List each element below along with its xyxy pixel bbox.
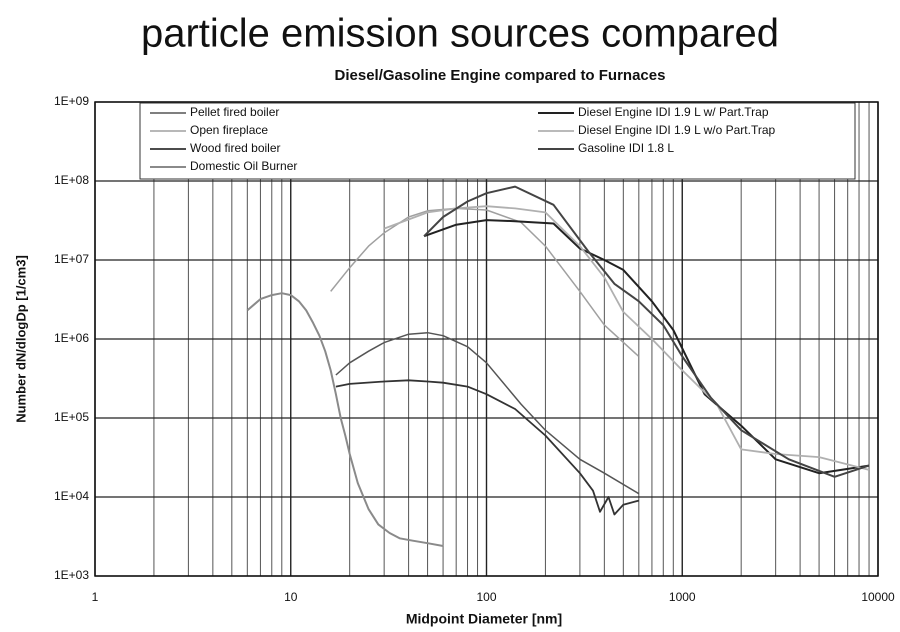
y-tick-label: 1E+06 [54,331,89,345]
chart-subtitle: Diesel/Gasoline Engine compared to Furna… [335,67,666,84]
chart-title: particle emission sources compared [141,12,779,56]
series-line [335,379,640,516]
legend-box [139,102,856,180]
plot-frame [94,101,879,577]
series-line [335,331,640,495]
legend-label: Gasoline IDI 1.8 L [578,141,674,155]
x-tick-label: 1000 [669,590,696,604]
y-tick-label: 1E+09 [54,94,89,108]
x-tick-label: 100 [476,590,496,604]
series-line [330,207,640,358]
legend-label: Pellet fired boiler [190,105,279,119]
series-line [383,205,870,471]
x-axis-label: Midpoint Diameter [nm] [406,611,562,627]
x-tick-label: 10 [284,590,298,604]
legend-label: Diesel Engine IDI 1.9 L w/o Part.Trap [578,123,776,137]
y-tick-label: 1E+08 [54,173,89,187]
legend-label: Wood fired boiler [190,141,281,155]
legend-label: Domestic Oil Burner [190,159,297,173]
series-line [423,219,870,475]
x-tick-label: 10000 [861,590,895,604]
y-tick-label: 1E+07 [54,252,89,266]
series-line [246,292,444,547]
legend-label: Open fireplace [190,123,268,137]
y-tick-label: 1E+03 [54,568,89,582]
legend-label: Diesel Engine IDI 1.9 L w/ Part.Trap [578,105,769,119]
x-tick-label: 1 [92,590,99,604]
series-line [423,185,870,478]
y-tick-label: 1E+05 [54,410,89,424]
y-axis-label: Number dN/dlogDp [1/cm3] [13,255,28,423]
y-tick-label: 1E+04 [54,489,89,503]
